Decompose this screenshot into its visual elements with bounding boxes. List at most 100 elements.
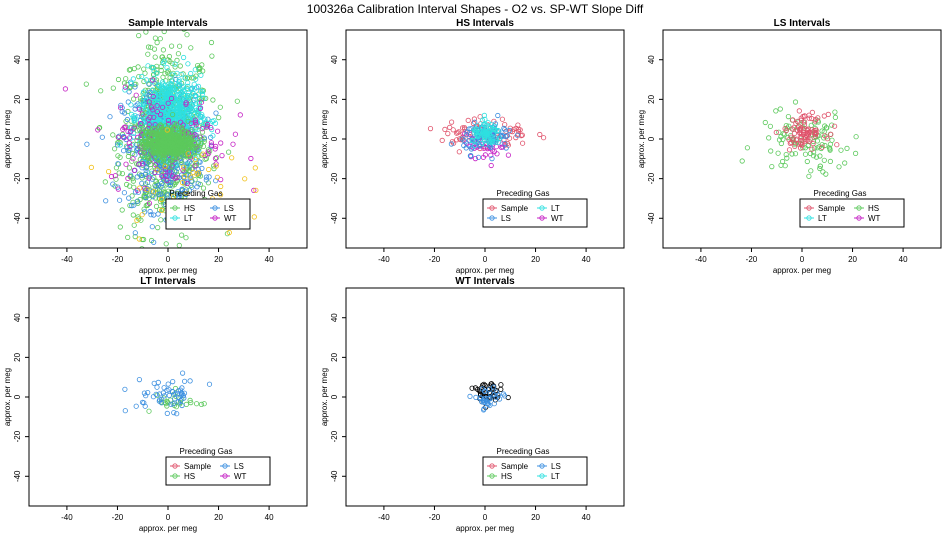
y-tick-label: -40 (330, 212, 339, 224)
y-tick-label: -20 (13, 430, 22, 442)
legend-label: WT (234, 472, 247, 481)
data-point (476, 133, 482, 139)
data-point (201, 121, 208, 127)
data-point (174, 70, 180, 76)
data-point (159, 129, 165, 135)
data-point (194, 110, 200, 117)
data-point (164, 387, 170, 393)
y-tick-label: -40 (330, 470, 339, 482)
data-point (154, 167, 160, 173)
data-point (150, 77, 156, 83)
data-point (208, 39, 215, 46)
legend-swatch-point (489, 215, 495, 221)
data-point (180, 141, 187, 147)
data-point (142, 209, 148, 215)
data-point (248, 155, 254, 162)
data-point (201, 401, 207, 407)
data-point (188, 70, 194, 77)
data-point (177, 399, 183, 406)
data-point (479, 382, 486, 388)
panel-5: WT Intervals -40 -20 0 20 40 -40 -20 0 20 40 approx… (320, 276, 625, 533)
data-point (164, 191, 170, 197)
x-tick-label: -20 (429, 255, 441, 264)
y-axis-label: approx. per meg (3, 110, 12, 168)
data-point (739, 158, 745, 164)
data-point (146, 121, 152, 128)
y-tick-label: -20 (330, 430, 339, 442)
data-point (112, 173, 118, 179)
legend-swatch-point (856, 215, 862, 221)
data-point (469, 137, 475, 144)
data-point (251, 187, 257, 193)
data-point (232, 131, 238, 137)
data-point (197, 118, 203, 125)
legend-label: HS (184, 472, 195, 481)
data-point (128, 172, 134, 178)
data-point (827, 141, 834, 147)
data-point (114, 142, 121, 148)
data-point (117, 224, 123, 230)
data-point (170, 145, 176, 151)
data-point (809, 109, 816, 116)
data-point (177, 43, 183, 49)
data-point (821, 157, 827, 163)
data-point (184, 162, 190, 168)
data-point (783, 152, 789, 158)
legend-swatch-point (539, 215, 545, 221)
legend-label: Sample (818, 204, 846, 213)
data-point (106, 169, 112, 175)
data-point (149, 224, 155, 230)
data-point (195, 62, 201, 69)
data-point (176, 175, 182, 181)
data-point (99, 134, 105, 140)
data-point (808, 137, 814, 143)
x-tick-label: -40 (695, 255, 707, 264)
data-point (141, 148, 147, 155)
data-point (253, 187, 259, 193)
data-point (831, 123, 838, 129)
data-point (119, 105, 125, 111)
data-point (159, 181, 165, 187)
legend: Preceding Gas Sample LS HS WT (165, 447, 271, 486)
data-point (154, 109, 160, 115)
data-point (132, 230, 138, 236)
data-point (179, 89, 185, 96)
data-point (479, 386, 485, 392)
legend-label: LS (234, 462, 244, 471)
data-point (126, 165, 132, 171)
data-point (151, 380, 157, 386)
data-point (177, 113, 183, 119)
data-point (189, 114, 195, 120)
data-point (773, 108, 779, 114)
data-point (139, 180, 145, 186)
data-point (172, 168, 178, 174)
data-point (147, 139, 153, 145)
data-point (518, 133, 524, 139)
y-tick-label: 40 (330, 55, 339, 64)
data-point (127, 183, 133, 189)
data-point (128, 128, 134, 134)
data-point (115, 186, 121, 192)
data-point (158, 191, 164, 197)
legend-swatch-point (489, 205, 495, 211)
data-point (540, 135, 547, 141)
data-point (773, 129, 779, 135)
data-point (813, 127, 819, 133)
data-point (112, 146, 118, 152)
legend-swatch-point (539, 205, 545, 211)
data-point (158, 135, 164, 142)
data-point (492, 127, 499, 133)
data-point (439, 137, 445, 143)
data-point (206, 381, 213, 387)
data-point (145, 119, 151, 125)
data-point (473, 394, 479, 400)
data-point (212, 120, 219, 126)
legend-box (482, 198, 588, 228)
data-point (782, 163, 788, 169)
data-point (489, 156, 495, 162)
data-point (480, 407, 487, 413)
data-point (198, 99, 205, 105)
data-point (226, 229, 232, 236)
data-point (181, 174, 187, 180)
data-point (189, 85, 195, 91)
